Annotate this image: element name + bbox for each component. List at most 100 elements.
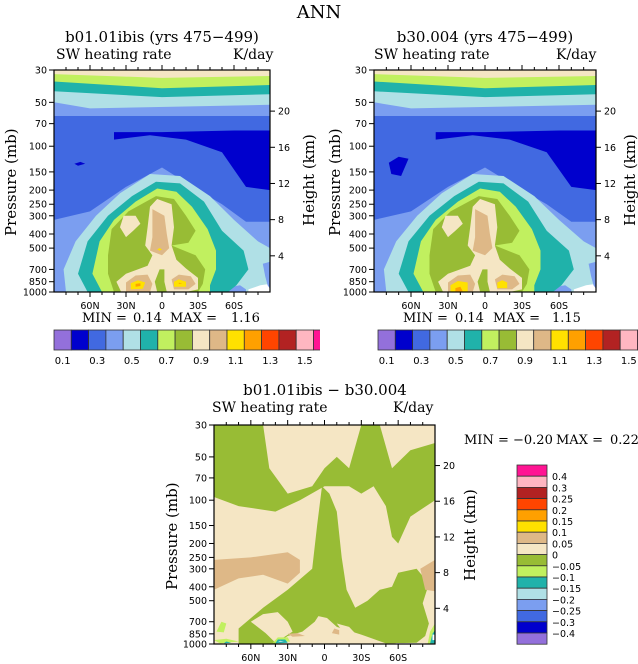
diff-colorbar-box — [516, 610, 548, 623]
left-contour-fill — [114, 130, 270, 191]
right-ytick-label: 400 — [349, 229, 367, 240]
right-colorbar-label: 0.7 — [482, 356, 498, 367]
left-xtick-label: 60S — [225, 301, 243, 312]
right-ytick-label: 30 — [355, 66, 367, 77]
left-colorbar-box — [157, 329, 176, 351]
right-panel-min-label: MIN = — [403, 311, 448, 326]
right-colorbar-box — [412, 329, 431, 351]
right-panel-min-value: 0.14 — [455, 311, 484, 326]
right-contour-fill — [472, 209, 493, 256]
diff-colorbar-box — [516, 632, 548, 645]
left-rtick-label: 16 — [278, 143, 290, 154]
diff-contour-fill — [331, 628, 340, 635]
diff-ytick-label: 300 — [189, 564, 207, 575]
left-contour-fill — [74, 161, 86, 166]
right-contour-fill — [376, 289, 387, 292]
right-colorbar-box — [515, 329, 535, 351]
diff-rtick-label: 4 — [443, 604, 449, 615]
right-colorbar-label: 1.3 — [586, 356, 602, 367]
left-ytick-label: 200 — [29, 186, 47, 197]
diff-xtick-label: 0 — [321, 653, 327, 664]
right-ytick-label: 1000 — [343, 288, 367, 299]
right-colorbar-box — [567, 329, 587, 351]
diff-contour-fill — [214, 552, 300, 590]
diff-contour-fill — [216, 621, 227, 633]
right-colorbar-box — [585, 329, 604, 351]
diff-ytick-label: 100 — [189, 496, 207, 507]
left-colorbar-label: 0.5 — [124, 356, 140, 367]
figure-title: ANN — [296, 2, 342, 23]
left-panel-max-label: MAX = — [170, 311, 217, 326]
left-ytick-label: 250 — [29, 200, 47, 211]
right-panel-max-value: 1.15 — [552, 311, 581, 326]
right-ytick-label: 100 — [349, 142, 367, 153]
right-rtick-label: 16 — [604, 143, 616, 154]
right-panel-max-label: MAX = — [493, 311, 540, 326]
left-contour-fill — [178, 282, 183, 284]
diff-colorbar-label: 0.25 — [552, 495, 573, 506]
left-ytick-label: 150 — [29, 167, 47, 178]
diff-rtick-label: 8 — [443, 568, 449, 579]
right-ytick-label: 150 — [349, 167, 367, 178]
left-colorbar-box — [174, 329, 193, 351]
diff-colorbar-box — [516, 554, 548, 567]
right-rtick-label: 8 — [604, 215, 610, 226]
left-rtick-label: 12 — [278, 179, 290, 190]
right-ytick-label: 70 — [355, 119, 367, 130]
left-ytick-label: 100 — [29, 142, 47, 153]
left-xtick-label: 60N — [80, 301, 99, 312]
left-xtick-label: 30N — [116, 301, 135, 312]
right-ytick-label: 50 — [355, 98, 367, 109]
diff-panel-max-value: 0.22 — [610, 433, 638, 448]
diff-ytick-label: 250 — [189, 553, 207, 564]
right-colorbar-box — [533, 329, 552, 351]
left-colorbar-box — [70, 329, 90, 351]
right-colorbar-box — [550, 329, 569, 351]
diff-colorbar-box — [516, 464, 548, 477]
diff-contour-fill — [223, 641, 232, 644]
diff-colorbar-box — [516, 509, 548, 522]
left-contour-fill — [262, 261, 270, 289]
diff-contour-fill — [336, 623, 362, 643]
left-contour-fill — [120, 215, 141, 238]
right-contour-fill — [497, 280, 508, 289]
left-ytick-label: 400 — [29, 229, 47, 240]
diff-panel-min-label: MIN = — [464, 433, 509, 448]
diff-colorbar-box — [516, 498, 548, 511]
left-contour-fill — [154, 269, 167, 292]
diff-rtick-label: 20 — [443, 461, 455, 472]
left-colorbar-label: 1.3 — [262, 356, 278, 367]
right-colorbar-box — [394, 329, 414, 351]
diff-colorbar-label: −0.1 — [552, 573, 575, 584]
right-xtick-label: 60N — [401, 301, 420, 312]
left-ytick-label: 50 — [35, 98, 47, 109]
right-ytick-label: 700 — [349, 265, 367, 276]
diff-contour-fill — [287, 633, 305, 637]
diff-xtick-label: 30S — [352, 653, 370, 664]
left-colorbar-box — [122, 329, 141, 351]
diff-colorbar-box — [516, 487, 548, 500]
right-xtick-label: 60S — [550, 301, 568, 312]
left-ytick-label: 30 — [35, 66, 47, 77]
diff-panel-title: b01.01ibis − b30.004 — [243, 381, 407, 399]
right-ytick-label: 250 — [349, 200, 367, 211]
diff-contour-fill — [277, 640, 284, 643]
diff-xtick-label: 60S — [389, 653, 407, 664]
diff-panel-max-label: MAX = — [556, 433, 603, 448]
left-colorbar-box — [261, 329, 280, 351]
left-ytick-label: 700 — [29, 265, 47, 276]
left-panel-min-value: 0.14 — [133, 311, 162, 326]
diff-ytick-label: 500 — [189, 596, 207, 607]
left-missing-data — [248, 283, 270, 292]
diff-ytick-label: 50 — [195, 452, 207, 463]
diff-colorbar-box — [516, 475, 548, 488]
left-colorbar-box — [191, 329, 211, 351]
left-colorbar-box — [295, 329, 314, 351]
right-colorbar-label: 0.3 — [413, 356, 429, 367]
left-contour-fill — [150, 209, 170, 256]
left-rtick-label: 8 — [278, 215, 284, 226]
right-colorbar-box — [446, 329, 465, 351]
left-colorbar-label: 1.5 — [297, 356, 313, 367]
right-contour-fill — [450, 281, 468, 292]
